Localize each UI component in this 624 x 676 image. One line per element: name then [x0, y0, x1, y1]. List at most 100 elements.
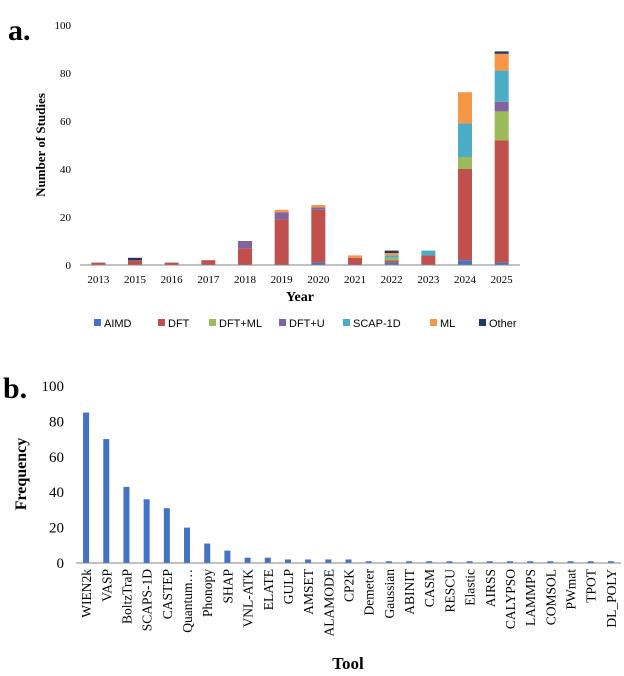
bar-a-ml-2025: [494, 53, 509, 71]
bar-b-castep: [163, 508, 170, 563]
bar-a-dft-u-2018: [238, 241, 252, 249]
bar-b-casm: [426, 561, 433, 563]
x-tick-label-a-2024: 2024: [454, 274, 477, 286]
bar-a-aimd-2025: [494, 262, 509, 265]
bar-b-elate: [264, 557, 271, 563]
bar-a-other-2022: [384, 250, 399, 253]
x-tick-label-b-casm: CASM: [422, 569, 437, 607]
x-tick-label-b-tpot: TPOT: [584, 568, 599, 603]
bar-a-ml-2021: [348, 255, 362, 258]
bar-b-quantum: [184, 527, 191, 563]
legend-swatch-dft-u: [279, 319, 286, 326]
panel-label-b: b.: [3, 372, 27, 405]
y-tick-label-a-20: 20: [60, 212, 72, 224]
bar-a-dft-2023: [421, 255, 436, 265]
legend-item-dft-ml: DFT+ML: [209, 318, 262, 330]
bar-b-airss: [486, 561, 493, 563]
x-tick-label-a-2019: 2019: [271, 274, 294, 286]
legend-item-dft-u: DFT+U: [279, 318, 325, 330]
bar-b-gulp: [284, 559, 291, 563]
x-tick-label-a-2025: 2025: [491, 274, 514, 286]
bar-b-vnl-atk: [244, 557, 251, 563]
legend-label-scap-1d: SCAP-1D: [353, 318, 401, 330]
bar-b-vasp: [103, 439, 110, 563]
x-tick-label-b-phonopy: Phonopy: [200, 569, 215, 617]
x-tick-label-b-cp2k: CP2K: [342, 569, 357, 602]
bar-a-dft-2018: [238, 248, 252, 265]
x-tick-label-b-calypso: CALYPSO: [503, 569, 518, 629]
bar-a-dft-2013: [91, 262, 106, 265]
bar-b-pwmat: [567, 561, 574, 563]
y-tick-label-b-0: 0: [57, 556, 65, 572]
x-tick-label-b-vnl-atk: VNL-ATK: [241, 569, 256, 628]
bar-a-dft-ml-2024: [458, 157, 472, 169]
legend-swatch-scap-1d: [343, 319, 350, 326]
x-tick-label-b-amset: AMSET: [301, 568, 316, 615]
x-tick-labels-a: 2013 2015 2016 2017 2018 2019 2020 2021 2022 2023…: [87, 274, 513, 286]
x-tick-label-b-vasp: VASP: [99, 569, 114, 602]
x-tick-labels-b: WIEN2k VASP BoltzTraP SCAPS-1D CASTEP Quantum…: [79, 568, 619, 636]
legend-item-scap-1d: SCAP-1D: [343, 318, 401, 330]
bar-a-dft-2016: [164, 262, 179, 265]
bar-b-phonopy: [204, 543, 211, 563]
x-tick-label-b-lammps: LAMMPS: [523, 569, 538, 626]
bar-b-shap: [224, 550, 231, 563]
x-tick-label-b-dl-poly: DL_POLY: [604, 569, 619, 628]
legend-swatch-other: [479, 319, 486, 326]
y-axis-title-a: Number of Studies: [33, 93, 48, 197]
bar-a-ml-2020: [311, 205, 326, 208]
legend-a: AIMD DFT DFT+ML DFT+U SCAP-1D ML Other: [94, 318, 517, 330]
y-tick-labels-a: 0 20 40 60 80 100: [55, 20, 72, 272]
x-tick-label-b-elastic: Elastic: [463, 569, 478, 606]
bar-b-boltztrap: [123, 486, 130, 563]
x-tick-label-b-pwmat: PWmat: [564, 569, 579, 610]
bar-a-dft-ml-2022: [384, 257, 399, 261]
y-tick-label-a-60: 60: [60, 116, 72, 128]
bar-a-aimd-2024: [458, 260, 472, 265]
bar-b-lammps: [527, 561, 534, 563]
bar-b-demeter: [365, 561, 372, 563]
bars-a: [91, 51, 509, 265]
bar-a-ml-2022: [384, 253, 399, 256]
y-axis-title-b: Frequency: [13, 438, 30, 511]
panel-label-a: a.: [8, 14, 31, 47]
x-axis-title-a: Year: [286, 290, 314, 305]
x-axis-title-b: Tool: [332, 654, 364, 673]
bar-b-dl-poly: [607, 561, 614, 563]
legend-swatch-dft-ml: [209, 319, 216, 326]
x-tick-label-b-demeter: Demeter: [362, 569, 377, 616]
y-tick-label-b-20: 20: [49, 521, 64, 537]
legend-label-dft: DFT: [168, 318, 190, 330]
y-tick-label-a-0: 0: [66, 260, 72, 272]
x-tick-label-b-boltztrap: BoltzTraP: [119, 569, 134, 624]
bar-a-dft-2025: [494, 140, 509, 263]
bar-a-dft-u-2019: [274, 212, 289, 220]
bar-b-abinit: [406, 561, 413, 563]
x-tick-label-a-2015: 2015: [124, 274, 147, 286]
legend-swatch-ml: [430, 319, 437, 326]
bar-a-dft-ml-2025: [494, 111, 509, 141]
x-tick-label-b-comsol: COMSOL: [543, 569, 558, 625]
bar-a-dft-2022: [384, 260, 399, 263]
x-tick-label-a-2016: 2016: [161, 274, 184, 286]
bar-a-aimd-2022: [384, 262, 399, 265]
legend-label-aimd: AIMD: [104, 318, 132, 330]
legend-label-ml: ML: [440, 318, 455, 330]
y-tick-label-a-80: 80: [60, 68, 72, 80]
legend-item-ml: ML: [430, 318, 455, 330]
x-tick-label-a-2023: 2023: [417, 274, 440, 286]
bar-b-scaps-1d: [143, 499, 150, 563]
bar-a-dft-u-2025: [494, 101, 509, 112]
y-tick-label-b-60: 60: [49, 450, 64, 466]
y-tick-label-b-100: 100: [42, 379, 65, 395]
x-tick-label-b-castep: CASTEP: [160, 569, 175, 619]
x-tick-label-b-shap: SHAP: [220, 569, 235, 604]
bar-a-scap-1d-2025: [494, 70, 509, 102]
bar-a-scap-1d-2022: [384, 255, 399, 258]
bar-b-amset: [305, 559, 312, 563]
bar-a-dft-u-2020: [311, 207, 326, 210]
y-tick-label-a-100: 100: [55, 20, 72, 32]
x-tick-label-a-2017: 2017: [197, 274, 220, 286]
x-tick-label-b-rescu: RESCU: [442, 569, 457, 613]
